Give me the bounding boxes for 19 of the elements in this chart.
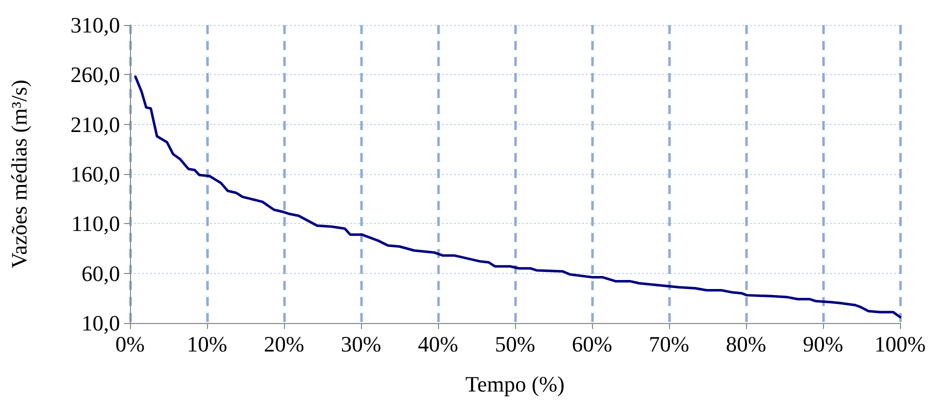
y-tick-label: 60,0	[82, 260, 120, 286]
x-tick-label: 50%	[494, 332, 536, 356]
x-tick-label: 10%	[186, 332, 228, 356]
y-tick-label: 310,0	[70, 12, 120, 38]
y-tick-label: 110,0	[71, 211, 120, 236]
line-series	[134, 75, 902, 318]
x-tick-label: 70%	[648, 332, 690, 356]
y-axis-title: Vazões médias (m³/s)	[6, 80, 32, 268]
x-tick-label: 40%	[418, 332, 458, 356]
y-tick-label: 210,0	[70, 112, 120, 137]
x-axis-title: Tempo (%)	[465, 372, 565, 396]
y-tick-label: 260,0	[70, 62, 120, 88]
x-tick-label: 20%	[264, 332, 304, 356]
x-tick-label: 60%	[572, 332, 612, 356]
x-tick-label: 30%	[340, 332, 382, 356]
x-tick-label: 80%	[726, 332, 766, 356]
y-tick-label: 160,0	[70, 162, 120, 186]
x-tick-label: 100%	[874, 332, 926, 356]
x-tick-label: 90%	[802, 332, 844, 356]
